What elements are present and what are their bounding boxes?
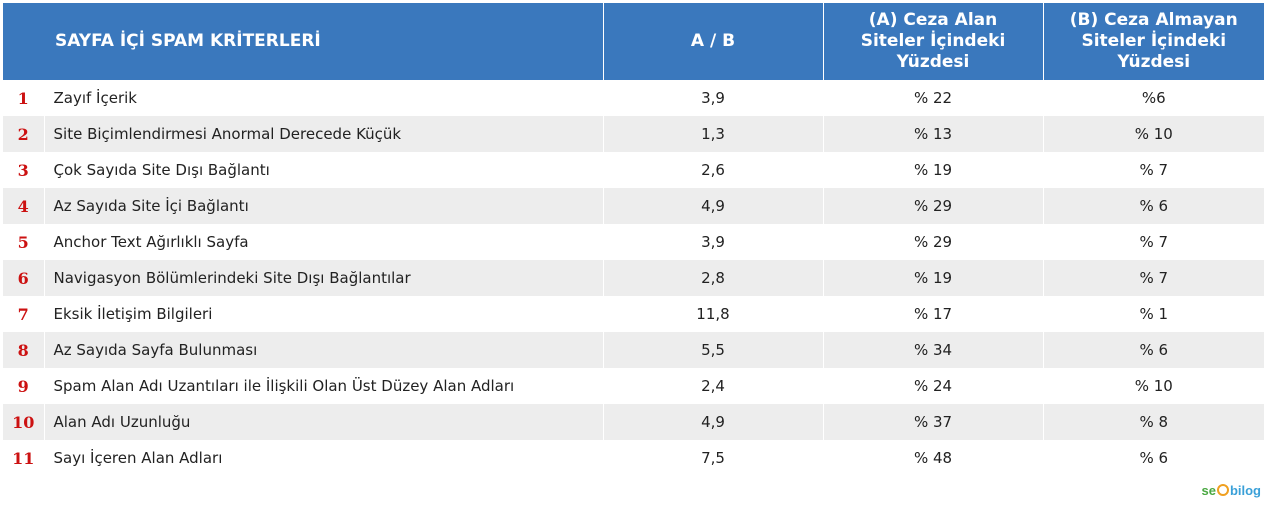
row-number: 4 xyxy=(3,188,45,224)
table-row: 4 Az Sayıda Site İçi Bağlantı 4,9% 29% 6 xyxy=(3,188,1264,224)
row-percent-b: % 8 xyxy=(1043,404,1264,440)
row-criterion: Zayıf İçerik xyxy=(44,80,604,116)
row-percent-a: % 24 xyxy=(823,368,1044,404)
row-number: 11 xyxy=(3,440,45,476)
row-number: 8 xyxy=(3,332,45,368)
row-ratio: 11,8 xyxy=(603,296,824,332)
row-criterion: Sayı İçeren Alan Adları xyxy=(44,440,604,476)
row-ratio: 3,9 xyxy=(603,80,824,116)
row-number: 6 xyxy=(3,260,45,296)
row-ratio: 4,9 xyxy=(603,404,824,440)
row-ratio: 1,3 xyxy=(603,116,824,152)
row-criterion: Az Sayıda Site İçi Bağlantı xyxy=(44,188,604,224)
table-row: 2 Site Biçimlendirmesi Anormal Derecede K… xyxy=(3,116,1264,152)
row-ratio: 2,6 xyxy=(603,152,824,188)
header-col-a-line: Yüzdesi xyxy=(896,52,970,72)
row-number: 2 xyxy=(3,116,45,152)
header-col-a-line: Siteler İçindeki xyxy=(860,31,1006,51)
row-percent-a: % 29 xyxy=(823,188,1044,224)
table-row: 9 Spam Alan Adı Uzantıları ile İlişkili O… xyxy=(3,368,1264,404)
row-percent-a: % 13 xyxy=(823,116,1044,152)
row-ratio: 2,4 xyxy=(603,368,824,404)
row-percent-b: %6 xyxy=(1043,80,1264,116)
table-row: 1 Zayıf İçerik 3,9% 22 %6 xyxy=(3,80,1264,116)
spam-criteria-table: SAYFA İÇİ SPAM KRİTERLERİ A / B (A) Ceza… xyxy=(3,3,1264,476)
row-percent-b: % 10 xyxy=(1043,368,1264,404)
row-percent-a: % 22 xyxy=(823,80,1044,116)
row-percent-b: % 7 xyxy=(1043,260,1264,296)
row-number: 10 xyxy=(3,404,45,440)
row-number: 9 xyxy=(3,368,45,404)
row-criterion: Site Biçimlendirmesi Anormal Derecede Kü… xyxy=(44,116,604,152)
row-number: 1 xyxy=(3,80,45,116)
row-ratio: 5,5 xyxy=(603,332,824,368)
row-criterion: Çok Sayıda Site Dışı Bağlantı xyxy=(44,152,604,188)
row-percent-a: % 48 xyxy=(823,440,1044,476)
table-row: 3 Çok Sayıda Site Dışı Bağlantı 2,6% 19% 7 xyxy=(3,152,1264,188)
row-percent-b: % 10 xyxy=(1043,116,1264,152)
row-ratio: 4,9 xyxy=(603,188,824,224)
row-criterion: Eksik İletişim Bilgileri xyxy=(44,296,604,332)
row-percent-b: % 7 xyxy=(1043,224,1264,260)
row-criterion: Navigasyon Bölümlerindeki Site Dışı Bağl… xyxy=(44,260,604,296)
header-col-b: (B) Ceza Almayan Siteler İçindeki Yüzdes… xyxy=(1043,3,1264,80)
seobilog-logo: se bilog xyxy=(1201,483,1261,498)
header-col-b-line: (B) Ceza Almayan xyxy=(1069,10,1238,30)
header-col-a: (A) Ceza Alan Siteler İçindeki Yüzdesi xyxy=(823,3,1044,80)
table-header-row: SAYFA İÇİ SPAM KRİTERLERİ A / B (A) Ceza… xyxy=(3,3,1264,80)
header-criteria: SAYFA İÇİ SPAM KRİTERLERİ xyxy=(3,3,604,80)
logo-seo-text: se xyxy=(1201,483,1216,498)
row-percent-a: % 37 xyxy=(823,404,1044,440)
logo-rest-text: bilog xyxy=(1229,483,1261,498)
row-criterion: Az Sayıda Sayfa Bulunması xyxy=(44,332,604,368)
row-percent-a: % 34 xyxy=(823,332,1044,368)
row-ratio: 7,5 xyxy=(603,440,824,476)
table-row: 7 Eksik İletişim Bilgileri 11,8% 17% 1 xyxy=(3,296,1264,332)
row-percent-b: % 7 xyxy=(1043,152,1264,188)
row-number: 7 xyxy=(3,296,45,332)
header-col-b-line: Siteler İçindeki xyxy=(1081,31,1227,51)
row-percent-b: % 6 xyxy=(1043,440,1264,476)
table-row: 8 Az Sayıda Sayfa Bulunması 5,5% 34% 6 xyxy=(3,332,1264,368)
row-criterion: Alan Adı Uzunluğu xyxy=(44,404,604,440)
row-percent-b: % 1 xyxy=(1043,296,1264,332)
logo-o-icon xyxy=(1216,484,1229,496)
row-percent-a: % 19 xyxy=(823,260,1044,296)
row-number: 5 xyxy=(3,224,45,260)
row-percent-a: % 19 xyxy=(823,152,1044,188)
row-number: 3 xyxy=(3,152,45,188)
row-percent-b: % 6 xyxy=(1043,332,1264,368)
table-row: 6 Navigasyon Bölümlerindeki Site Dışı Bağ… xyxy=(3,260,1264,296)
header-col-b-line: Yüzdesi xyxy=(1117,52,1191,72)
row-percent-b: % 6 xyxy=(1043,188,1264,224)
header-col-a-line: (A) Ceza Alan xyxy=(868,10,998,30)
row-ratio: 2,8 xyxy=(603,260,824,296)
row-criterion: Anchor Text Ağırlıklı Sayfa xyxy=(44,224,604,260)
table-row: 11 Sayı İçeren Alan Adları 7,5% 48% 6 xyxy=(3,440,1264,476)
row-percent-a: % 17 xyxy=(823,296,1044,332)
table-row: 10 Alan Adı Uzunluğu 4,9% 37% 8 xyxy=(3,404,1264,440)
table-row: 5 Anchor Text Ağırlıklı Sayfa 3,9% 29% 7 xyxy=(3,224,1264,260)
row-criterion: Spam Alan Adı Uzantıları ile İlişkili Ol… xyxy=(44,368,604,404)
row-percent-a: % 29 xyxy=(823,224,1044,260)
row-ratio: 3,9 xyxy=(603,224,824,260)
header-ratio: A / B xyxy=(603,3,824,80)
